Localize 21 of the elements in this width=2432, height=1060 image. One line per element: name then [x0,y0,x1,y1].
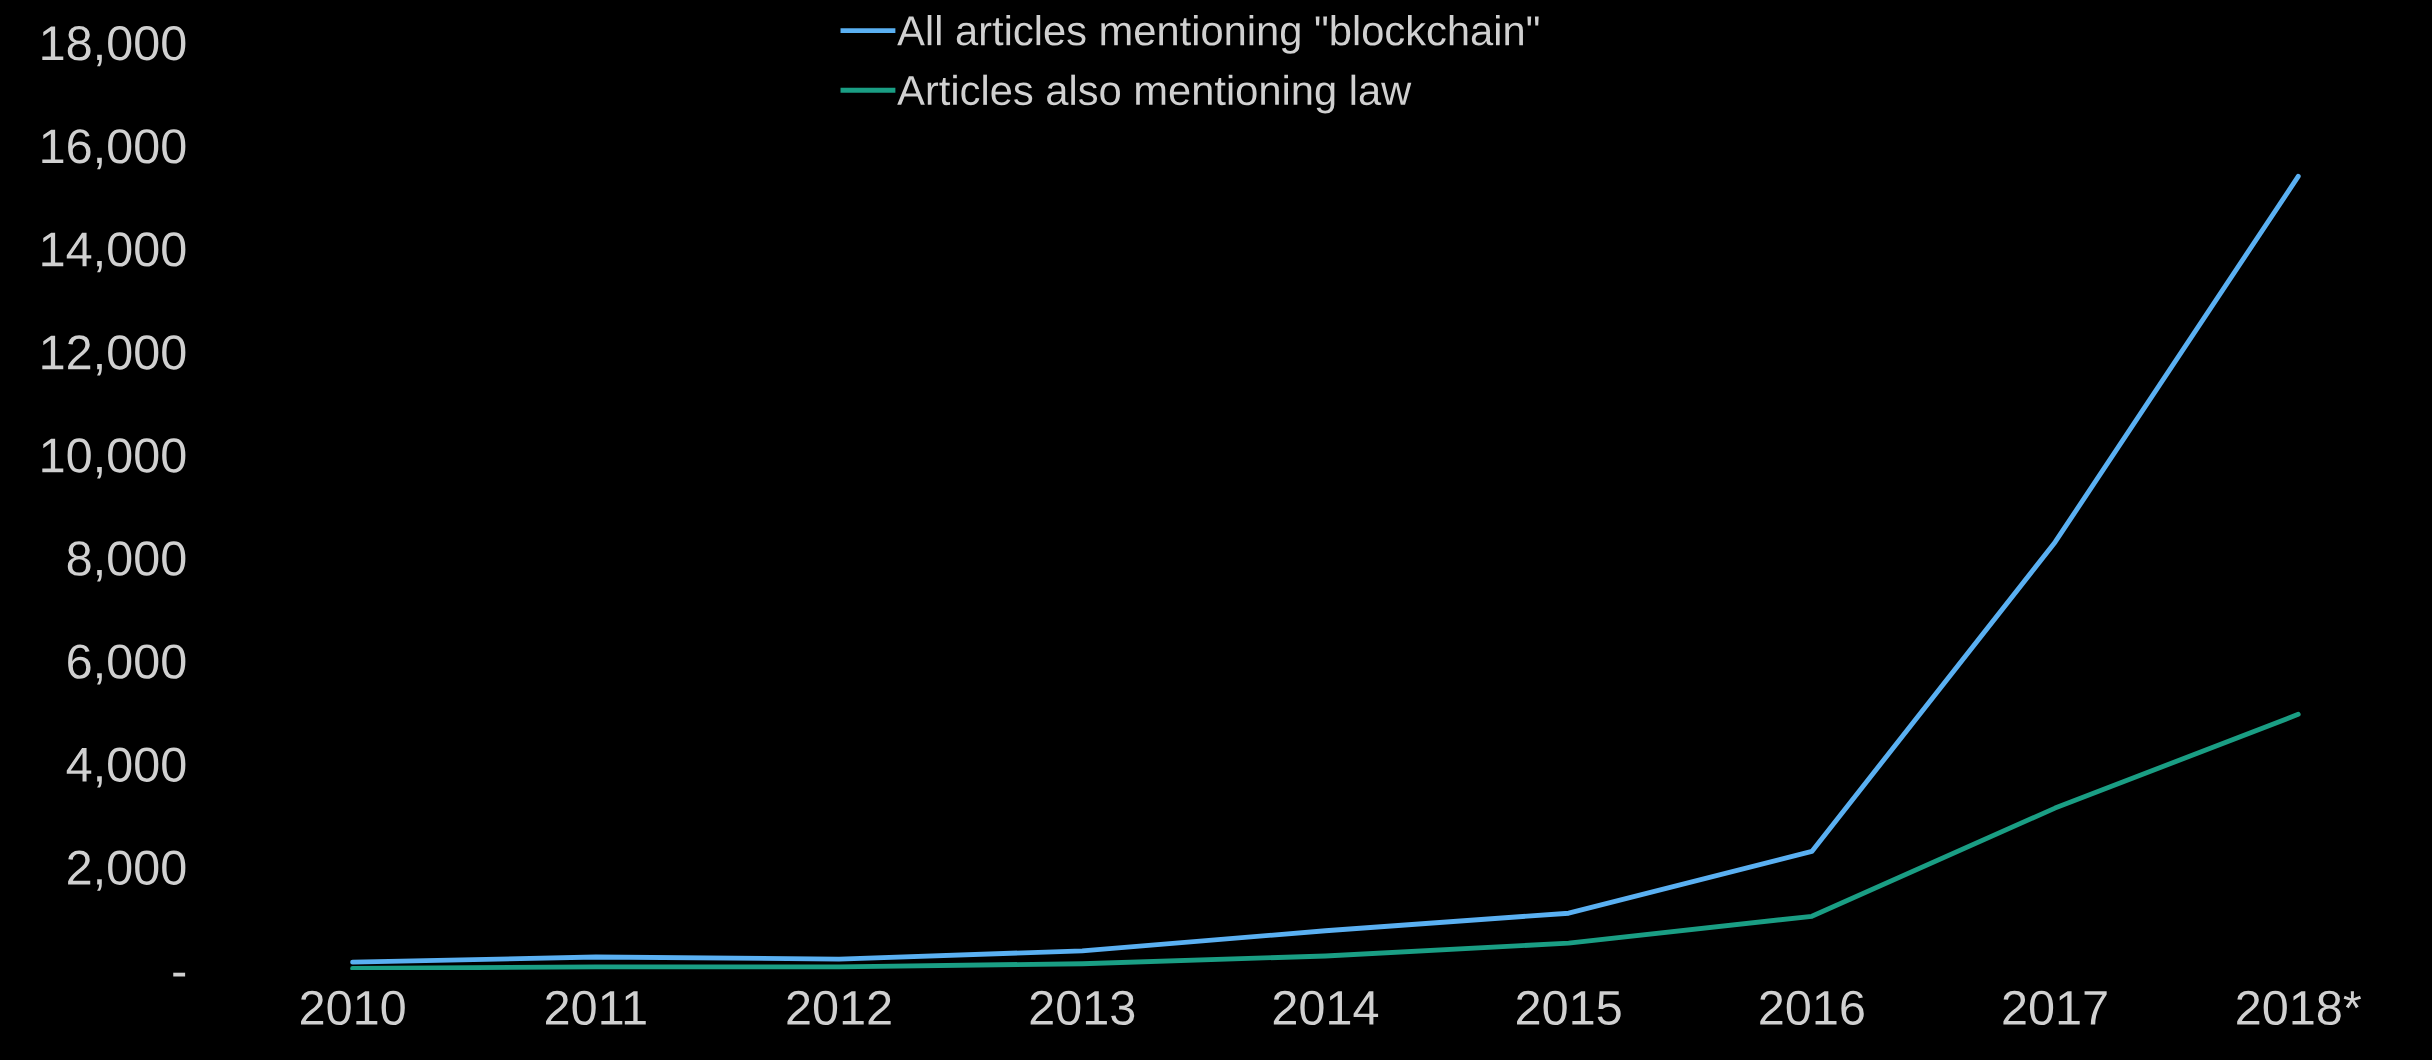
x-tick-label: 2011 [546,990,646,1026]
y-tick-label: 18,000 [42,26,186,67]
x-tick-label: 2017 [2003,990,2107,1026]
y-tick-label: 4,000 [66,747,186,788]
x-tick-label: 2012 [787,990,891,1026]
x-tick-label: 2015 [1517,990,1621,1026]
x-tick-label: 2016 [1760,990,1864,1026]
x-tick-label: 2018* [2237,990,2362,1026]
legend-label: All articles mentioning "blockchain" [897,14,1539,54]
y-tick-label: 6,000 [68,644,186,685]
y-tick-label: 10,000 [42,438,186,479]
y-tick-label: - [173,972,186,977]
y-tick-label: 12,000 [42,335,186,376]
y-tick-label: 14,000 [42,232,186,273]
x-tick-label: 2013 [1030,990,1135,1026]
y-tick-label: 2,000 [68,850,186,891]
legend-label: Articles also mentioning law [897,74,1412,114]
x-tick-label: 2014 [1273,990,1379,1026]
y-tick-label: 16,000 [42,129,186,170]
y-tick-label: 8,000 [67,541,186,582]
x-tick-label: 2010 [301,990,405,1026]
